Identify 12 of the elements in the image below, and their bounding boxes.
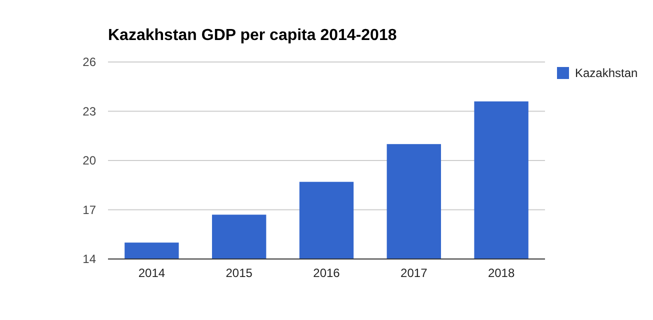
x-tick-label: 2018 (488, 266, 515, 280)
x-tick-label: 2014 (138, 266, 166, 280)
y-tick-label: 20 (82, 154, 96, 168)
chart-title: Kazakhstan GDP per capita 2014-2018 (108, 27, 397, 44)
x-tick-label: 2016 (313, 266, 340, 280)
legend-label: Kazakhstan (575, 66, 638, 80)
y-tick-label: 26 (82, 55, 96, 70)
x-tick-label: 2017 (400, 266, 428, 280)
x-tick-label: 2015 (226, 266, 253, 280)
y-tick-label: 17 (82, 202, 96, 217)
y-tick-label: 23 (82, 104, 96, 118)
y-tick-label: 14 (82, 252, 96, 266)
